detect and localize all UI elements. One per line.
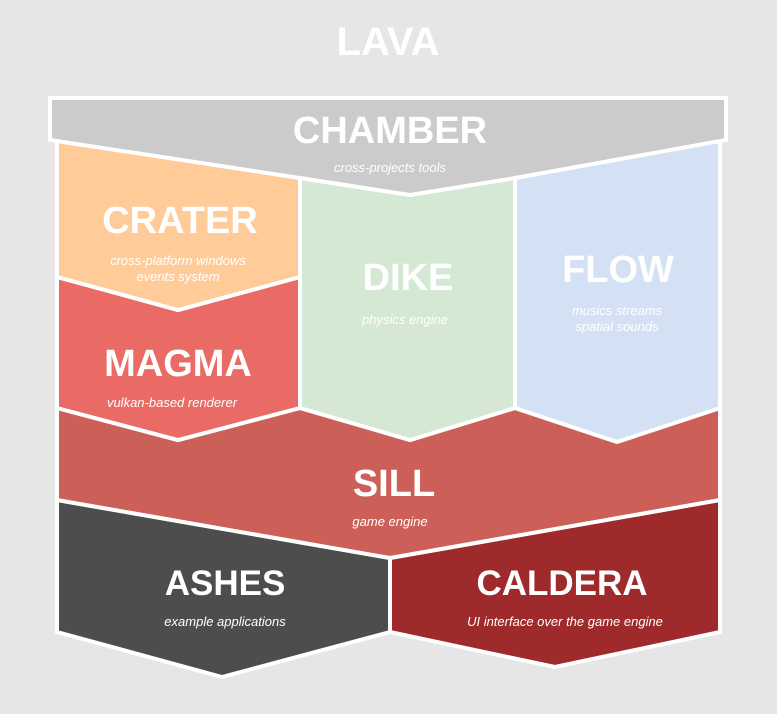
block-magma: MAGMA vulkan-based renderer — [55, 274, 302, 443]
dike-shape — [298, 175, 517, 443]
caldera-description: UI interface over the game engine — [467, 614, 663, 629]
crater-name: CRATER — [102, 200, 258, 242]
chamber-name: CHAMBER — [293, 110, 487, 152]
ashes-description: example applications — [164, 614, 286, 629]
magma-description: vulkan-based renderer — [107, 395, 238, 410]
diagram-title: LAVA — [337, 20, 440, 64]
crater-description-line-2: events system — [136, 269, 219, 284]
ashes-name: ASHES — [165, 564, 286, 603]
sill-name: SILL — [353, 463, 435, 505]
caldera-name: CALDERA — [476, 564, 647, 603]
flow-shape — [513, 137, 722, 445]
block-dike: DIKE physics engine — [298, 175, 517, 443]
dike-description: physics engine — [361, 312, 448, 327]
magma-name: MAGMA — [104, 343, 252, 385]
flow-description-line-2: spatial sounds — [575, 319, 659, 334]
sill-description: game engine — [352, 514, 427, 529]
chamber-description: cross-projects tools — [334, 160, 446, 175]
crater-description-line-1: cross-platform windows — [110, 253, 246, 268]
block-flow: FLOW musics streams spatial sounds — [513, 137, 722, 445]
block-crater: CRATER cross-platform windows events sys… — [55, 137, 302, 313]
flow-description-line-1: musics streams — [572, 303, 663, 318]
block-chamber: CHAMBER cross-projects tools — [48, 96, 728, 198]
flow-name: FLOW — [562, 249, 674, 291]
dike-name: DIKE — [363, 257, 454, 299]
chamber-shape — [48, 96, 728, 198]
block-caldera: CALDERA UI interface over the game engin… — [388, 497, 722, 670]
